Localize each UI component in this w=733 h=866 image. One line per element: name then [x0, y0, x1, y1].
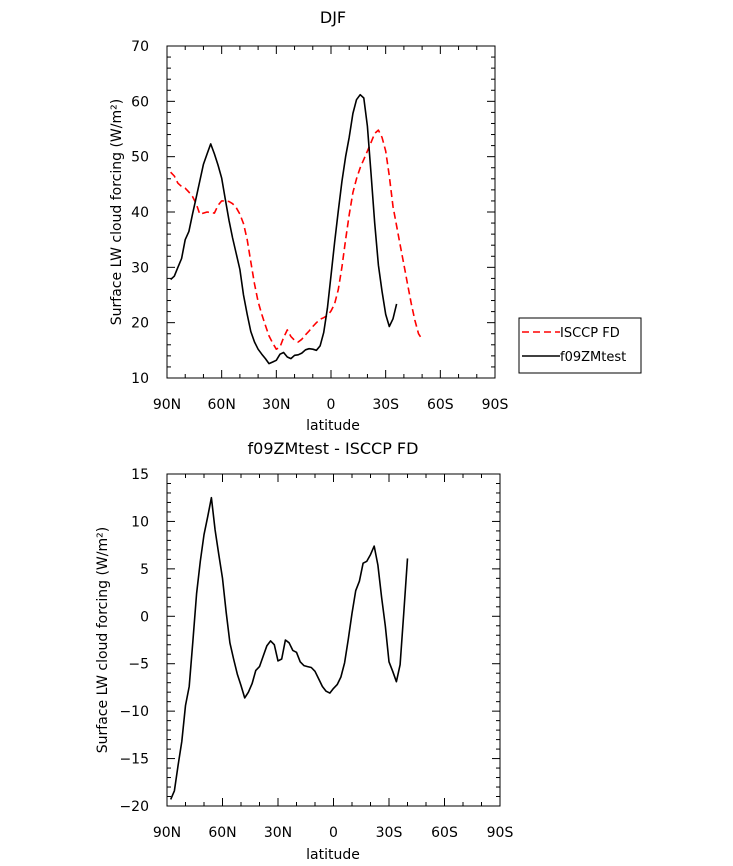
chart2-xtick-label: 0	[329, 825, 338, 841]
chart2-ytick-label: 0	[140, 609, 149, 625]
chart1-ytick-label: 20	[131, 316, 149, 332]
chart1-ytick-label: 50	[131, 150, 149, 166]
chart1-xtick-label: 30S	[372, 397, 399, 413]
chart2-ytick-label: 10	[131, 514, 149, 530]
chart2-xtick-label: 60N	[208, 825, 236, 841]
chart1-ytick-label: 40	[131, 205, 149, 221]
chart1-ytick-label: 60	[131, 94, 149, 110]
chart1-series	[170, 93, 423, 365]
chart2-xtick-label: 30S	[376, 825, 403, 841]
chart1-xtick-label: 60S	[427, 397, 454, 413]
legend-label-f09zmtest: f09ZMtest	[560, 350, 626, 365]
chart1-ylabel: Surface LW cloud forcing (W/m²)	[109, 99, 125, 325]
chart1-xtick-label: 0	[327, 397, 336, 413]
legend-label-isccp: ISCCP FD	[560, 326, 620, 341]
chart1-series-line-2	[170, 93, 398, 365]
chart2-ytick-label: −20	[119, 799, 149, 815]
chart1-tick-labels: 90N 60N 30N 0 30S 60S 90S 10 20 30 40 50 60 70	[131, 39, 508, 413]
chart1-xtick-label: 30N	[262, 397, 290, 413]
chart2-tick-labels: 90N 60N 30N 0 30S 60S 90S −20 −15 −10 −5 0 5 10 15	[119, 467, 513, 841]
chart2-ytick-label: −10	[119, 704, 149, 720]
chart2-ylabel: Surface LW cloud forcing (W/m²)	[95, 527, 111, 753]
chart2-xlabel: latitude	[306, 847, 360, 863]
chart2-plot-frame	[166, 473, 501, 807]
chart1-ticks	[166, 45, 496, 379]
chart1-ytick-label: 30	[131, 260, 149, 276]
chart2-ticks	[166, 473, 501, 807]
chart2-ytick-label: −5	[128, 657, 149, 673]
chart2-ytick-label: 5	[140, 562, 149, 578]
chart2-xtick-label: 60S	[431, 825, 458, 841]
chart2-xtick-label: 90N	[153, 825, 181, 841]
chart2-ytick-label: 15	[131, 467, 149, 483]
chart2-xtick-label: 90S	[487, 825, 514, 841]
chart1-plot-frame	[166, 45, 496, 379]
chart1-xtick-label: 60N	[208, 397, 236, 413]
chart1-ytick-label: 10	[131, 371, 149, 387]
chart2-series-line-1	[169, 496, 409, 800]
chart2-ytick-label: −15	[119, 752, 149, 768]
chart1-xtick-label: 90N	[153, 397, 181, 413]
chart2-xtick-label: 30N	[264, 825, 292, 841]
chart1-xtick-label: 90S	[482, 397, 509, 413]
chart1-legend: ISCCP FD f09ZMtest	[518, 317, 642, 374]
chart-difference: f09ZMtest - ISCCP FD 90N 60N 30N 0 30S 60S 90S…	[95, 439, 513, 863]
chart1-series-line-1	[170, 129, 423, 351]
legend-box	[518, 317, 642, 374]
chart-djf: DJF 90N 60N 30N 0 30S 60S 90S 10 20 30 40 50 60 70 la…	[109, 8, 642, 434]
chart1-ytick-label: 70	[131, 39, 149, 55]
chart1-title: DJF	[320, 8, 346, 27]
chart1-xlabel: latitude	[306, 418, 360, 434]
chart2-title: f09ZMtest - ISCCP FD	[248, 439, 419, 458]
chart2-series	[169, 496, 409, 800]
